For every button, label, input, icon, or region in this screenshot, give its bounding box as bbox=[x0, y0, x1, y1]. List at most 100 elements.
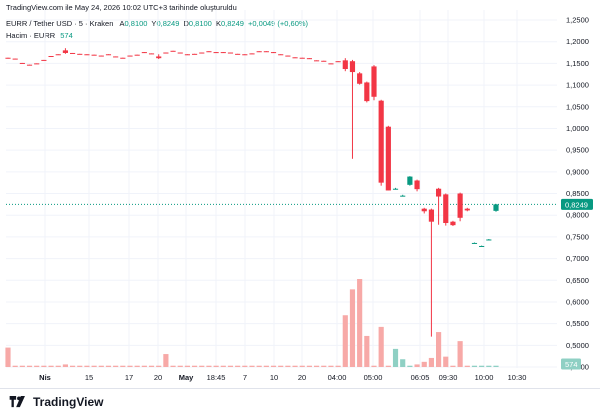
candle-body bbox=[242, 54, 248, 56]
candle-body bbox=[148, 53, 155, 55]
time-axis[interactable]: Nis 15 17 20 May 18:45 7 10 20 04:00 05:00 06:05 09:… bbox=[39, 373, 526, 382]
candle-body bbox=[141, 52, 147, 54]
open-key: A bbox=[119, 19, 125, 28]
price-tick-label: 0,8000 bbox=[566, 211, 589, 220]
candle-body bbox=[156, 56, 162, 59]
volume-bar bbox=[428, 357, 434, 367]
price-tick-label: 0,7500 bbox=[566, 232, 589, 241]
volume-bar bbox=[457, 341, 463, 367]
volume-bar bbox=[292, 365, 298, 367]
volume-bar bbox=[91, 365, 97, 367]
candle-body bbox=[113, 56, 119, 58]
time-tick-label: 06:05 bbox=[411, 373, 430, 382]
candle-body bbox=[349, 61, 356, 73]
candle-body bbox=[256, 51, 262, 53]
footer: TradingView bbox=[0, 388, 600, 418]
candle-body bbox=[127, 55, 133, 57]
candle-body bbox=[464, 208, 470, 211]
price-tick-label: 0,6500 bbox=[566, 276, 589, 285]
volume-bar bbox=[177, 365, 183, 367]
volume-bar bbox=[493, 365, 499, 367]
candlestick-chart[interactable]: 1,2500 1,2000 1,1500 1,1000 1,0500 1,0000 0,95… bbox=[0, 0, 600, 388]
change-value: +0,0049 (+0,60%) bbox=[248, 19, 309, 28]
volume-bar bbox=[321, 365, 327, 367]
candle-body bbox=[400, 195, 406, 197]
volume-bar bbox=[220, 365, 226, 367]
volume-bar bbox=[199, 365, 205, 367]
candle-body bbox=[206, 51, 212, 53]
last-price-label: 0,8249 bbox=[565, 200, 588, 209]
candle-body bbox=[285, 55, 291, 57]
volume-bar bbox=[263, 365, 269, 367]
time-tick-label: 18:45 bbox=[207, 373, 226, 382]
high-key: Y bbox=[151, 19, 157, 28]
candle-body bbox=[407, 176, 413, 185]
candle-body bbox=[471, 242, 478, 244]
candle-body bbox=[98, 55, 104, 57]
volume-bar bbox=[192, 365, 198, 367]
price-tick-label: 0,7000 bbox=[566, 254, 589, 263]
volume-bar bbox=[77, 365, 83, 367]
candle-body bbox=[421, 208, 427, 212]
candle-body bbox=[184, 54, 190, 56]
candle-body bbox=[479, 245, 485, 247]
volume-bar bbox=[134, 365, 140, 367]
volume-bar bbox=[26, 365, 33, 367]
price-tick-label: 0,9500 bbox=[566, 146, 589, 155]
price-tick-label: 0,5000 bbox=[566, 341, 589, 350]
volume-bar bbox=[314, 365, 320, 367]
candle-body bbox=[134, 54, 140, 56]
candle-body bbox=[306, 58, 312, 60]
volume-bar bbox=[407, 365, 413, 367]
low-value: 0,8100 bbox=[188, 19, 212, 28]
volume-label: Hacim · EURR bbox=[6, 31, 56, 40]
candle-body bbox=[385, 126, 391, 191]
candle-body bbox=[414, 180, 420, 190]
candle-body bbox=[84, 54, 90, 56]
high-value: 0,8249 bbox=[156, 19, 180, 28]
volume-bar bbox=[385, 365, 391, 367]
volume-bar bbox=[156, 365, 162, 367]
symbol-title: EURR / Tether USD · 5 · Kraken bbox=[6, 19, 114, 28]
price-tick-label: 1,1500 bbox=[566, 59, 589, 68]
candle-body bbox=[342, 60, 348, 70]
volume-bar bbox=[436, 332, 442, 367]
chart-grid bbox=[6, 10, 557, 368]
volume-bar bbox=[19, 365, 25, 367]
volume-bar bbox=[421, 361, 427, 367]
candle-body bbox=[292, 57, 298, 59]
candle-body bbox=[450, 221, 456, 226]
price-tick-label: 1,0000 bbox=[566, 124, 589, 133]
volume-bar bbox=[227, 365, 234, 367]
volume-bar bbox=[206, 365, 212, 367]
time-tick-label: 10:30 bbox=[508, 373, 527, 382]
volume-bar bbox=[105, 365, 112, 367]
candle-body bbox=[192, 53, 198, 55]
brand[interactable]: TradingView bbox=[8, 395, 103, 409]
tradingview-logo-icon bbox=[9, 395, 25, 407]
candle-body bbox=[314, 60, 320, 62]
chart-credit: TradingView.com ile May 24, 2026 10:02 U… bbox=[6, 3, 237, 12]
volume-bar bbox=[378, 326, 384, 367]
price-tick-label: 1,0500 bbox=[566, 102, 589, 111]
volume-bar bbox=[270, 365, 277, 367]
candle-body bbox=[328, 63, 334, 65]
price-tick-label: 0,9000 bbox=[566, 167, 589, 176]
time-tick-label: 15 bbox=[85, 373, 93, 382]
volume-bar bbox=[464, 365, 470, 367]
candle-body bbox=[270, 52, 277, 54]
volume-bar bbox=[184, 365, 190, 367]
candle-body bbox=[220, 52, 226, 54]
time-tick-label: 09:30 bbox=[439, 373, 458, 382]
volume-bar bbox=[5, 347, 11, 367]
candle-body bbox=[213, 52, 219, 54]
time-tick-label: 04:00 bbox=[328, 373, 347, 382]
candle-body bbox=[371, 66, 377, 97]
price-axis[interactable]: 1,2500 1,2000 1,1500 1,1000 1,0500 1,0000 0,95… bbox=[566, 16, 589, 372]
last-volume-badge bbox=[561, 358, 581, 370]
volume-bar bbox=[120, 365, 126, 367]
price-tick-label: 1,1000 bbox=[566, 81, 589, 90]
volume-bar bbox=[392, 348, 399, 367]
candle-body bbox=[443, 194, 449, 223]
volume-bar bbox=[55, 365, 61, 367]
